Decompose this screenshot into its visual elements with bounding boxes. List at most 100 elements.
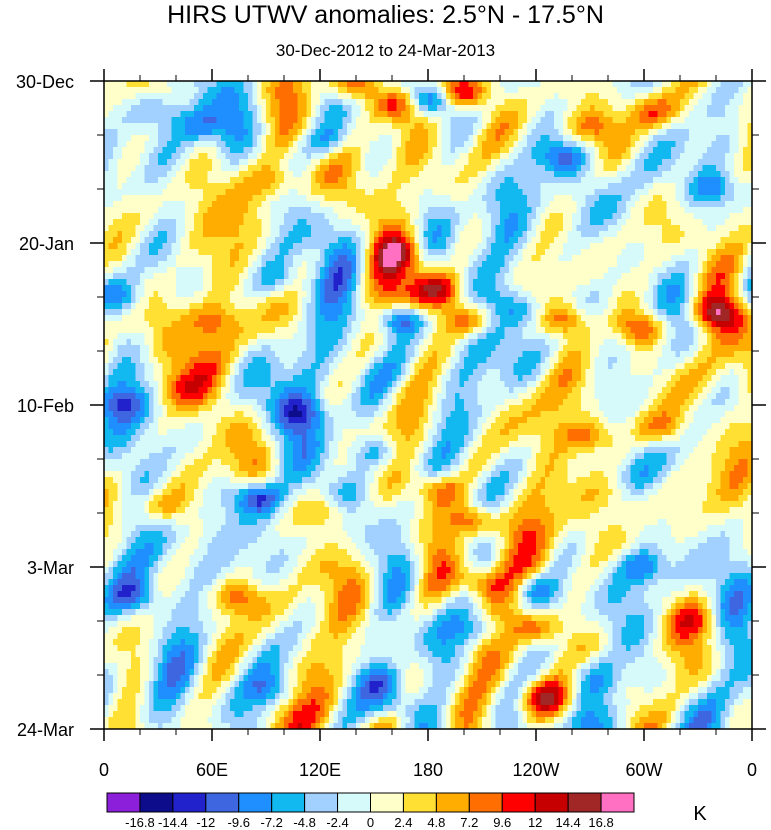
field-cell: [288, 267, 294, 274]
field-cell: [270, 195, 276, 202]
field-cell: [423, 207, 429, 214]
field-cell: [270, 267, 276, 274]
field-cell: [675, 273, 681, 280]
field-cell: [324, 237, 330, 244]
field-cell: [450, 135, 456, 142]
field-cell: [459, 237, 465, 244]
field-cell: [275, 183, 281, 190]
field-cell: [662, 243, 668, 250]
field-cell: [239, 279, 245, 286]
field-cell: [284, 219, 290, 226]
field-cell: [536, 273, 542, 280]
field-cell: [536, 219, 542, 226]
field-cell: [464, 165, 470, 172]
field-cell: [680, 237, 686, 244]
field-cell: [203, 105, 209, 112]
field-cell: [738, 255, 744, 262]
field-cell: [684, 87, 690, 94]
field-cell: [113, 237, 119, 244]
field-cell: [662, 81, 668, 88]
field-cell: [428, 93, 434, 100]
field-cell: [203, 189, 209, 196]
field-cell: [342, 159, 348, 166]
field-cell: [158, 135, 164, 142]
field-cell: [270, 189, 276, 196]
field-cell: [104, 135, 110, 142]
field-cell: [117, 243, 123, 250]
field-cell: [716, 87, 722, 94]
field-cell: [257, 135, 263, 142]
field-cell: [594, 123, 600, 130]
field-cell: [423, 219, 429, 226]
field-cell: [464, 129, 470, 136]
field-cell: [342, 123, 348, 130]
field-cell: [360, 153, 366, 160]
field-cell: [482, 195, 488, 202]
field-cell: [599, 165, 605, 172]
field-cell: [329, 93, 335, 100]
field-cell: [203, 111, 209, 118]
field-cell: [495, 183, 501, 190]
field-cell: [666, 117, 672, 124]
field-cell: [617, 129, 623, 136]
field-cell: [203, 99, 209, 106]
field-cell: [482, 147, 488, 154]
field-cell: [216, 105, 222, 112]
field-cell: [581, 81, 587, 88]
field-cell: [356, 123, 362, 130]
field-cell: [315, 285, 321, 292]
field-cell: [437, 279, 443, 286]
field-cell: [405, 147, 411, 154]
field-cell: [720, 165, 726, 172]
field-cell: [572, 105, 578, 112]
field-cell: [329, 189, 335, 196]
field-cell: [630, 111, 636, 118]
field-cell: [117, 111, 123, 118]
field-cell: [243, 213, 249, 220]
field-cell: [324, 165, 330, 172]
field-cell: [630, 123, 636, 130]
field-cell: [171, 123, 177, 130]
field-cell: [342, 117, 348, 124]
field-cell: [365, 285, 371, 292]
field-cell: [126, 81, 132, 88]
field-cell: [675, 117, 681, 124]
field-cell: [576, 279, 582, 286]
field-cell: [563, 141, 569, 148]
field-cell: [477, 129, 483, 136]
field-cell: [320, 237, 326, 244]
field-cell: [315, 231, 321, 238]
field-cell: [257, 237, 263, 244]
field-cell: [257, 207, 263, 214]
field-cell: [608, 105, 614, 112]
field-cell: [216, 261, 222, 268]
field-cell: [738, 123, 744, 130]
field-cell: [144, 201, 150, 208]
field-cell: [581, 87, 587, 94]
field-cell: [144, 279, 150, 286]
field-cell: [351, 165, 357, 172]
field-cell: [711, 219, 717, 226]
field-cell: [675, 99, 681, 106]
field-cell: [360, 225, 366, 232]
field-cell: [387, 231, 393, 238]
field-cell: [716, 273, 722, 280]
field-cell: [522, 87, 528, 94]
field-cell: [135, 171, 141, 178]
field-cell: [306, 267, 312, 274]
field-cell: [185, 285, 191, 292]
field-cell: [113, 261, 119, 268]
field-cell: [315, 177, 321, 184]
field-cell: [464, 87, 470, 94]
field-cell: [383, 105, 389, 112]
field-cell: [527, 117, 533, 124]
field-cell: [279, 261, 285, 268]
field-cell: [720, 261, 726, 268]
field-cell: [333, 123, 339, 130]
field-cell: [342, 99, 348, 106]
field-cell: [590, 93, 596, 100]
field-cell: [540, 177, 546, 184]
field-cell: [441, 111, 447, 118]
field-cell: [419, 189, 425, 196]
field-cell: [378, 267, 384, 274]
